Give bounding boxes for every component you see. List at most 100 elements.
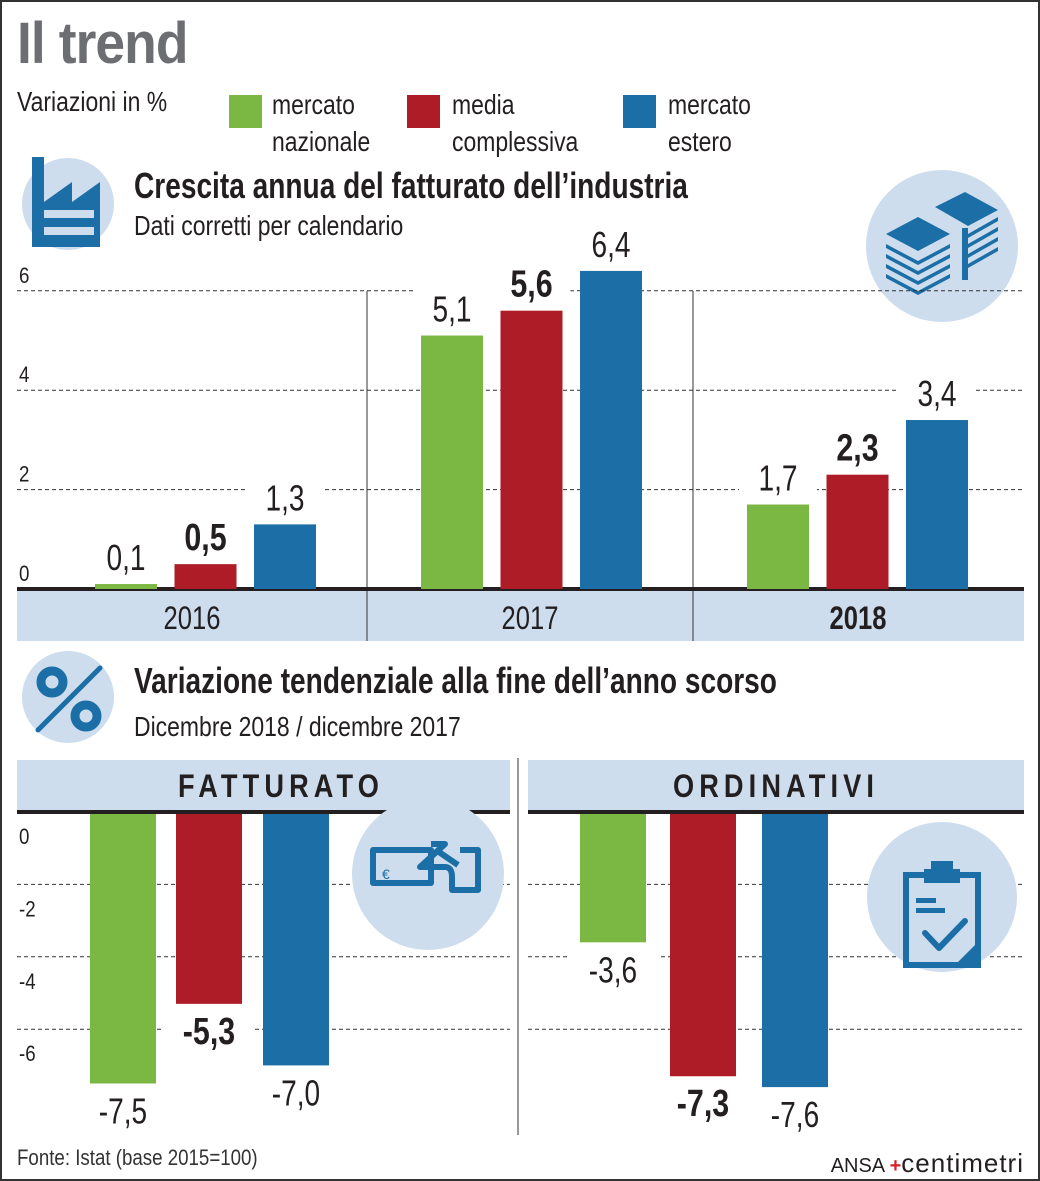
label-knockout: [658, 1084, 748, 1123]
bar-mercato-nazionale: [90, 812, 156, 1084]
legend-line: mercato: [272, 89, 355, 120]
bar-mercato-nazionale: [580, 812, 646, 943]
page-curl: [955, 942, 978, 965]
y-tick-label: 0: [19, 826, 29, 850]
panel-title-ordinativi: ORDINATIVI: [673, 769, 879, 805]
label-knockout: [750, 1095, 840, 1134]
finger: [434, 847, 460, 868]
bar-media-complessiva-2017: [500, 310, 563, 589]
legend-label-media-complessiva: media complessiva: [452, 86, 578, 160]
units-subtitle: Variazioni in %: [17, 86, 168, 117]
brand-logo: ANSA +centimetri: [831, 1148, 1024, 1179]
percent-icon: [35, 665, 103, 733]
data-label: 5,6: [510, 264, 552, 306]
bar-mercato-estero: [263, 812, 329, 1066]
category-label-2016: 2016: [164, 601, 221, 636]
hand-outline: [417, 841, 481, 893]
y-tick-label: -2: [19, 898, 36, 922]
legend-line: mercato: [668, 89, 751, 120]
legend-swatch-red: [407, 95, 440, 128]
bar-mercato-estero: [762, 812, 828, 1088]
bar-mercato-nazionale-2017: [421, 335, 483, 589]
label-knockout: [164, 1011, 254, 1050]
data-label: -5,3: [183, 1011, 235, 1053]
y-tick-label: 6: [19, 264, 29, 288]
data-label: 0,5: [184, 517, 226, 559]
factory-icon: [32, 157, 100, 247]
legend-line: complessiva: [452, 126, 579, 157]
data-label: -7,0: [272, 1073, 320, 1113]
clipboard-line: [916, 908, 945, 913]
label-knockout: [568, 950, 658, 989]
label-knockout: [246, 478, 324, 515]
clipboard-clip-top: [931, 861, 953, 871]
category-label-2018: 2018: [830, 601, 887, 636]
label-knockout: [818, 428, 897, 465]
section2-subtitle: Dicembre 2018 / dicembre 2017: [134, 711, 461, 742]
checkmark: [922, 918, 968, 951]
legend-line: media: [452, 89, 515, 120]
data-label: 2,3: [836, 428, 878, 470]
y-tick-label: 0: [19, 563, 29, 587]
data-label: -3,6: [589, 950, 637, 990]
label-knockout: [492, 264, 571, 301]
y-tick-label: -6: [19, 1043, 36, 1067]
bar-mercato-estero-2018: [906, 420, 968, 589]
source-note: Fonte: Istat (base 2015=100): [17, 1145, 258, 1170]
label-knockout: [739, 458, 817, 495]
chart-annual-growth: 0 2 4 6 0,1 0,5 1,3 2016 5,1 5,6 6,4 2017 1,7 2,3 3,4 2…: [17, 230, 1024, 641]
data-label: 5,1: [432, 289, 471, 329]
section1-subtitle: Dati corretti per calendario: [134, 210, 404, 241]
data-label: 1,7: [758, 458, 797, 498]
brand-centimetri: centimetri: [901, 1148, 1024, 1178]
bar-media-complessiva: [176, 812, 242, 1004]
data-label: 3,4: [917, 374, 956, 414]
data-label: -7,6: [771, 1095, 819, 1135]
legend-line: nazionale: [272, 126, 371, 157]
bar-mercato-nazionale-2016: [95, 584, 157, 589]
euro-symbol: €: [382, 866, 390, 882]
label-knockout: [413, 289, 491, 326]
legend-label-mercato-nazionale: mercato nazionale: [272, 86, 370, 160]
y-tick-label: 2: [19, 463, 29, 487]
hand-money-icon: €: [370, 841, 481, 893]
bar-media-complessiva: [670, 812, 736, 1077]
data-label: 1,3: [265, 478, 304, 518]
bar-mercato-nazionale-2018: [747, 504, 809, 589]
clipboard-icon-circle: [867, 822, 1017, 972]
main-title: Il trend: [17, 11, 188, 76]
section1-title: Crescita annua del fatturato dell’indust…: [134, 165, 688, 206]
brand-ansa: ANSA: [830, 1155, 885, 1177]
category-band: [17, 589, 1024, 641]
label-knockout: [572, 230, 650, 261]
y-tick-label: -4: [19, 970, 36, 994]
label-knockout: [87, 538, 165, 575]
legend-swatch-green: [229, 95, 262, 128]
bar-media-complessiva-2018: [826, 474, 889, 589]
bar-mercato-estero-2017: [580, 270, 642, 589]
clipboard-line: [916, 898, 936, 903]
bar-mercato-estero-2016: [254, 524, 316, 589]
clipboard-check-icon: [903, 861, 981, 968]
panel-title-fatturato: FATTURATO: [178, 769, 384, 805]
chart-fatturato-ordinativi: FATTURATO 0 -2 -4 -6 -7,5 -5,3 -7,0 ORDINATIVI -3…: [17, 758, 1024, 1135]
brand-plus: +: [889, 1155, 902, 1177]
label-knockout: [251, 1073, 341, 1112]
label-knockout: [78, 1091, 168, 1130]
label-knockout: [166, 518, 245, 555]
clipboard-clip: [924, 869, 960, 883]
panel-header-band: [528, 760, 1024, 812]
data-label: 6,4: [591, 230, 630, 265]
legend-label-mercato-estero: mercato estero: [668, 86, 751, 160]
section2-title: Variazione tendenziale alla fine dell’an…: [134, 660, 777, 701]
data-label: -7,5: [99, 1091, 147, 1131]
paper-stacks-icon: [886, 192, 998, 295]
data-label: -7,3: [677, 1083, 729, 1125]
label-knockout: [898, 374, 976, 411]
paper-stacks-icon-circle: [866, 170, 1018, 322]
category-label-2017: 2017: [502, 601, 559, 636]
legend-swatch-blue: [623, 95, 656, 128]
data-label: 0,1: [106, 538, 145, 578]
y-tick-label: 4: [19, 364, 29, 388]
